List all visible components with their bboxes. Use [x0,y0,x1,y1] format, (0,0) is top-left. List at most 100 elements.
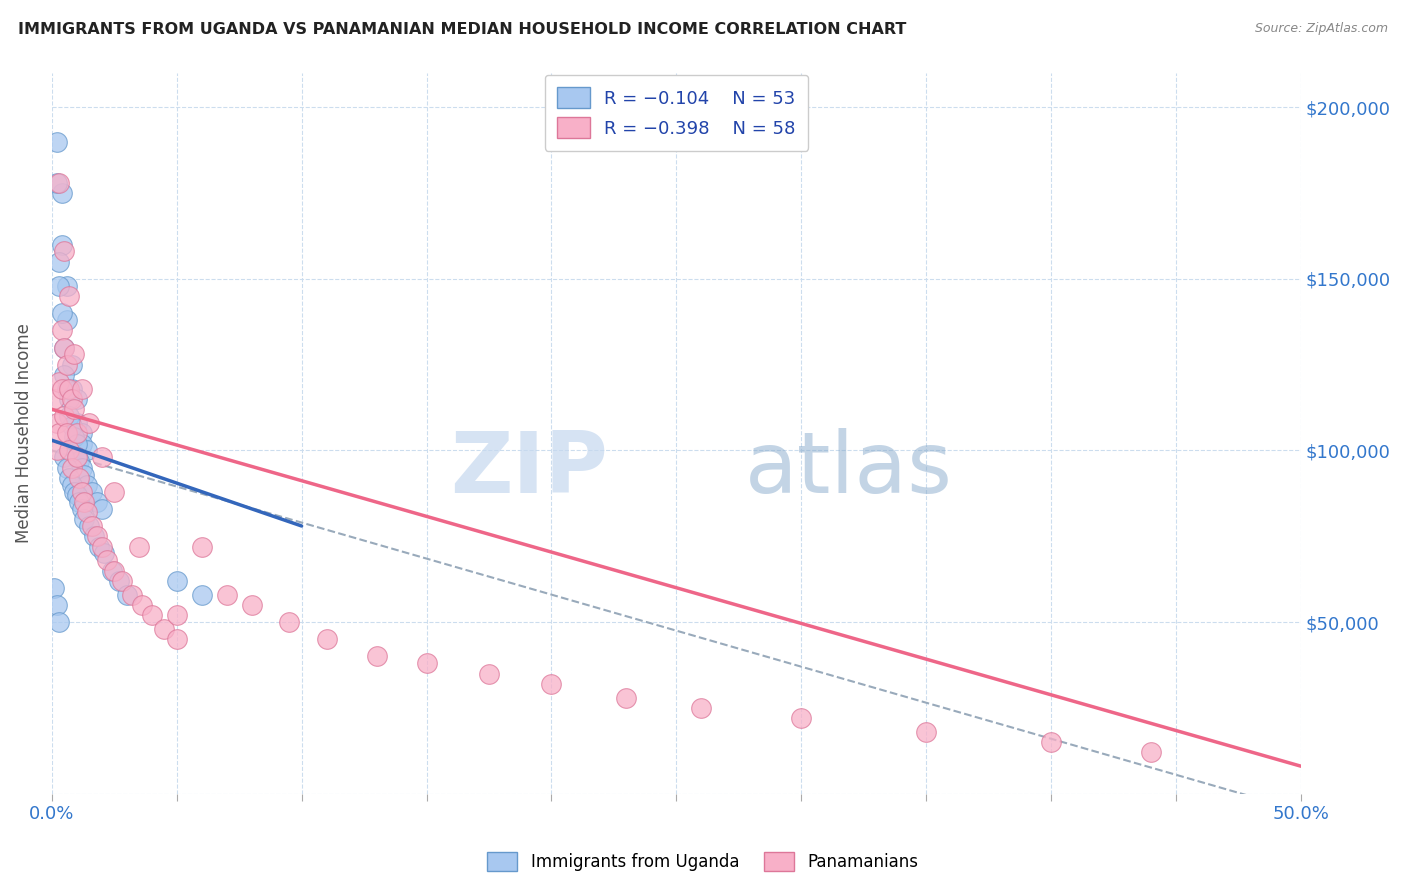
Point [131,598,153,612]
Point [83,529,105,543]
Point [45,416,67,430]
Point [1140,746,1163,760]
Point [55,358,77,372]
Point [51,237,73,252]
Point [66,450,89,465]
Point [55,460,77,475]
Point [67,495,90,509]
Point [48,278,70,293]
Point [53,341,76,355]
Point [44,392,66,406]
Point [51,382,73,396]
Point [111,574,134,588]
Point [240,598,263,612]
Point [70,426,93,441]
Point [66,426,89,441]
Point [51,306,73,320]
Point [44,581,66,595]
Point [63,430,86,444]
Point [48,254,70,268]
Point [315,632,337,647]
Point [77,416,100,430]
Point [190,588,212,602]
Point [616,690,638,705]
Point [108,574,131,588]
Point [366,649,388,664]
Point [63,484,86,499]
Point [90,540,112,554]
Point [45,135,67,149]
Point [48,426,70,441]
Point [89,540,111,554]
Point [60,478,83,492]
Point [53,341,76,355]
Point [58,382,80,396]
Point [66,436,89,450]
Point [103,484,125,499]
Point [153,622,176,636]
Point [48,615,70,629]
Point [70,436,93,450]
Point [86,495,108,509]
Point [55,426,77,441]
Legend: R = −0.104    N = 53, R = −0.398    N = 58: R = −0.104 N = 53, R = −0.398 N = 58 [544,75,808,151]
Point [58,289,80,303]
Point [478,666,501,681]
Point [45,176,67,190]
Point [73,512,96,526]
Point [76,478,98,492]
Point [60,419,83,434]
Point [66,416,89,430]
Point [70,382,93,396]
Point [51,323,73,337]
Point [90,450,112,465]
Point [86,529,108,543]
Point [58,443,80,458]
Point [66,488,89,502]
Point [67,454,90,468]
Point [80,519,103,533]
Point [73,467,96,482]
Y-axis label: Median Household Income: Median Household Income [15,324,32,543]
Point [58,471,80,485]
Point [70,460,93,475]
Point [166,574,188,588]
Point [73,495,96,509]
Point [55,313,77,327]
Point [115,588,138,602]
Legend: Immigrants from Uganda, Panamanians: Immigrants from Uganda, Panamanians [479,843,927,880]
Point [55,278,77,293]
Point [540,677,562,691]
Point [58,409,80,424]
Point [55,382,77,396]
Point [1040,735,1063,749]
Point [58,392,80,406]
Point [53,244,76,259]
Point [60,382,83,396]
Text: IMMIGRANTS FROM UGANDA VS PANAMANIAN MEDIAN HOUSEHOLD INCOME CORRELATION CHART: IMMIGRANTS FROM UGANDA VS PANAMANIAN MED… [18,22,907,37]
Point [53,409,76,424]
Point [45,443,67,458]
Point [53,450,76,465]
Point [67,471,90,485]
Point [103,564,125,578]
Point [96,553,118,567]
Point [66,450,89,465]
Point [63,402,86,417]
Point [415,657,437,671]
Point [90,501,112,516]
Point [166,632,188,647]
Point [60,460,83,475]
Point [915,725,938,739]
Point [51,186,73,200]
Point [60,358,83,372]
Text: Source: ZipAtlas.com: Source: ZipAtlas.com [1254,22,1388,36]
Point [80,484,103,499]
Point [66,392,89,406]
Point [77,519,100,533]
Point [215,588,238,602]
Point [48,176,70,190]
Point [121,588,143,602]
Point [790,711,813,725]
Text: atlas: atlas [745,428,953,511]
